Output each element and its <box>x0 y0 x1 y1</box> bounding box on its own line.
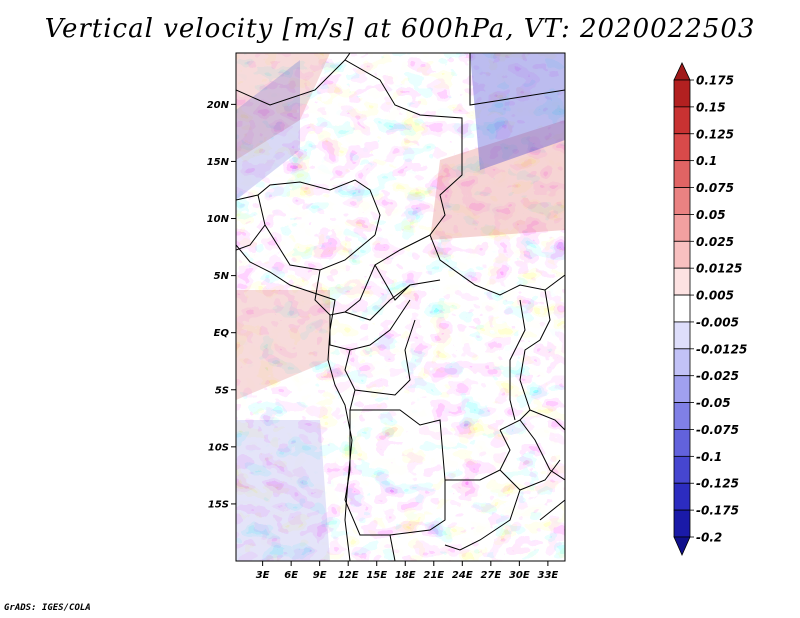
lat-tick-label: 15S <box>208 499 229 510</box>
colorbar-label: -0.2 <box>696 531 722 545</box>
country-boundaries <box>236 53 565 561</box>
colorbar-label: -0.005 <box>696 315 739 329</box>
colorbar-top-arrow <box>673 62 691 81</box>
lon-tick-label: 12E <box>338 570 359 581</box>
colorbar-swatch <box>673 375 691 403</box>
colorbar-label: -0.175 <box>696 504 739 518</box>
colorbar-swatch <box>673 402 691 430</box>
colorbar-label: 0.05 <box>696 208 726 222</box>
colorbar-swatch <box>673 321 691 350</box>
colorbar-label: 0.125 <box>696 127 734 141</box>
lon-tick-label: 9E <box>313 570 327 581</box>
colorbar-label: 0.0125 <box>696 262 742 276</box>
colorbar-swatch <box>673 133 691 162</box>
colorbar-label: -0.0125 <box>696 342 747 356</box>
lon-tick-label: 15E <box>366 570 387 581</box>
lat-tick-label: 15N <box>207 157 230 168</box>
lon-tick-label: 27E <box>480 570 501 581</box>
colorbar-label: -0.025 <box>696 369 739 383</box>
chart-title: Vertical velocity [m/s] at 600hPa, VT: 2… <box>44 14 756 44</box>
lat-tick-label: 20N <box>207 100 230 111</box>
coastline <box>236 244 353 561</box>
longitude-axis: 3E 6E 9E 12E 15E 18E 21E 24E 27E 30E 33E <box>256 561 559 581</box>
colorbar-swatch <box>673 187 691 215</box>
colorbar-swatch <box>673 240 691 269</box>
velocity-field <box>236 53 565 561</box>
lon-tick-label: 3E <box>256 570 270 581</box>
colorbar-label: 0.1 <box>696 154 717 168</box>
colorbar-label: -0.075 <box>696 423 739 437</box>
grads-credit: GrADS: IGES/COLA <box>4 603 91 613</box>
colorbar-label: -0.125 <box>696 477 739 491</box>
colorbar-swatch <box>673 267 691 296</box>
colorbar-swatch <box>673 160 691 188</box>
colorbar-swatch <box>673 429 691 457</box>
lat-tick-label: 5N <box>214 271 230 282</box>
colorbar-label: 0.15 <box>696 100 726 114</box>
colorbar-label: 0.175 <box>696 74 734 88</box>
colorbar-swatch <box>673 294 691 323</box>
colorbar-swatch <box>673 348 691 377</box>
colorbar-swatch <box>673 482 691 511</box>
colorbar-swatch <box>673 79 691 108</box>
colorbar-label: 0.005 <box>696 289 734 303</box>
map-frame <box>235 52 566 562</box>
colorbar-label: 0.025 <box>696 235 734 249</box>
colorbar-label: 0.075 <box>696 181 734 195</box>
lat-tick-label: 5S <box>215 385 229 396</box>
lon-tick-label: 33E <box>538 570 559 581</box>
colorbar-swatch <box>673 214 691 242</box>
latitude-axis: 20N 15N 10N 5N EQ 5S 10S 15S <box>207 100 236 510</box>
lon-tick-label: 18E <box>395 570 416 581</box>
lon-tick-label: 30E <box>509 570 530 581</box>
lat-tick-label: 10S <box>208 442 229 453</box>
colorbar-bottom-arrow <box>673 536 691 556</box>
colorbar-swatch <box>673 106 691 135</box>
lat-tick-label: 10N <box>207 214 230 225</box>
lon-tick-label: 24E <box>452 570 473 581</box>
colorbar-swatch <box>673 455 691 484</box>
colorbar-swatch <box>673 509 691 538</box>
lon-tick-label: 21E <box>423 570 444 581</box>
colorbar-label: -0.1 <box>696 450 722 464</box>
colorbar: 0.175 0.15 0.125 0.1 0.075 0.05 0.025 0.0125 0.0… <box>673 62 747 556</box>
lat-tick-label: EQ <box>214 328 230 339</box>
colorbar-label: -0.05 <box>696 396 731 410</box>
lon-tick-label: 6E <box>284 570 298 581</box>
